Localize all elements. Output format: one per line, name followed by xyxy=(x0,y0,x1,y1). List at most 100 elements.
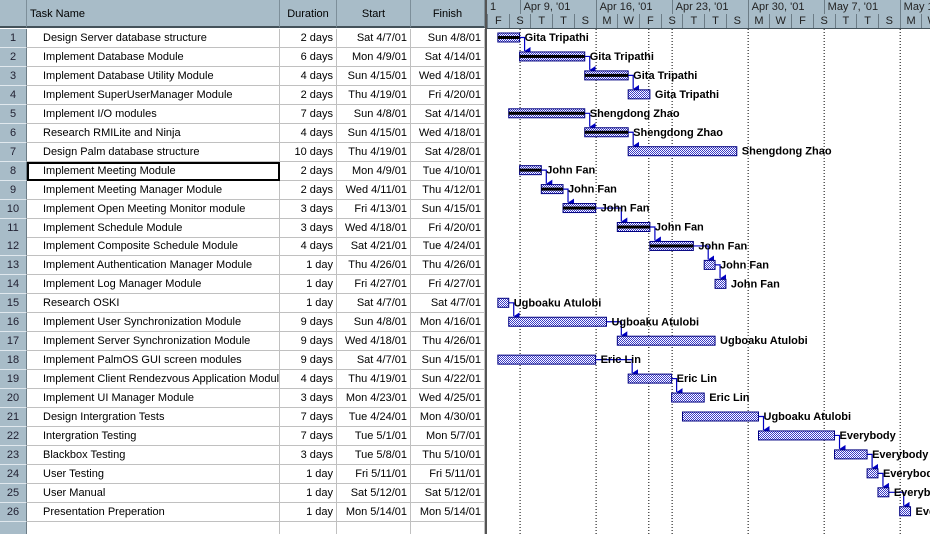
row-number[interactable]: 25 xyxy=(0,483,27,503)
column-header-duration[interactable]: Duration xyxy=(280,0,337,28)
finish-cell[interactable]: Sun 4/15/01 xyxy=(411,199,485,219)
duration-cell[interactable]: 9 days xyxy=(280,351,337,371)
split-bar[interactable] xyxy=(485,0,487,534)
finish-cell[interactable] xyxy=(411,521,485,534)
row-number[interactable]: 19 xyxy=(0,370,27,390)
task-name-cell[interactable]: User Testing xyxy=(27,464,280,484)
task-name-cell[interactable]: Research OSKI xyxy=(27,294,280,314)
row-number[interactable]: 24 xyxy=(0,464,27,484)
start-cell[interactable]: Thu 4/26/01 xyxy=(337,256,411,276)
task-name-cell[interactable]: Implement Meeting Manager Module xyxy=(27,180,280,200)
start-cell[interactable]: Tue 4/24/01 xyxy=(337,408,411,427)
start-cell[interactable]: Wed 4/18/01 xyxy=(337,332,411,352)
start-cell[interactable]: Fri 4/13/01 xyxy=(337,199,411,219)
task-name-cell[interactable]: Design Server database structure xyxy=(27,29,280,48)
finish-cell[interactable]: Tue 4/10/01 xyxy=(411,161,485,181)
finish-cell[interactable]: Tue 4/24/01 xyxy=(411,237,485,257)
finish-cell[interactable]: Mon 4/16/01 xyxy=(411,313,485,333)
row-number[interactable] xyxy=(0,521,27,534)
row-number[interactable]: 17 xyxy=(0,332,27,352)
start-cell[interactable]: Sat 4/7/01 xyxy=(337,294,411,314)
start-cell[interactable]: Wed 4/11/01 xyxy=(337,180,411,200)
start-cell[interactable]: Thu 4/19/01 xyxy=(337,85,411,105)
start-cell[interactable]: Mon 4/9/01 xyxy=(337,161,411,181)
finish-cell[interactable]: Sat 4/7/01 xyxy=(411,294,485,314)
start-cell[interactable]: Fri 4/27/01 xyxy=(337,275,411,295)
duration-cell[interactable]: 7 days xyxy=(280,426,337,446)
row-number[interactable]: 7 xyxy=(0,142,27,162)
finish-cell[interactable]: Sat 4/14/01 xyxy=(411,47,485,67)
start-cell[interactable]: Sun 4/8/01 xyxy=(337,313,411,333)
start-cell[interactable]: Fri 5/11/01 xyxy=(337,464,411,484)
row-number[interactable]: 12 xyxy=(0,237,27,257)
duration-cell[interactable]: 2 days xyxy=(280,180,337,200)
task-name-cell[interactable]: Implement I/O modules xyxy=(27,104,280,124)
row-number[interactable]: 21 xyxy=(0,408,27,427)
row-number[interactable]: 10 xyxy=(0,199,27,219)
row-number[interactable]: 6 xyxy=(0,123,27,143)
finish-cell[interactable]: Fri 4/20/01 xyxy=(411,218,485,238)
row-number[interactable]: 15 xyxy=(0,294,27,314)
task-name-cell[interactable]: Implement UI Manager Module xyxy=(27,389,280,409)
row-number[interactable]: 11 xyxy=(0,218,27,238)
finish-cell[interactable]: Wed 4/25/01 xyxy=(411,389,485,409)
finish-cell[interactable]: Mon 4/30/01 xyxy=(411,408,485,427)
duration-cell[interactable]: 7 days xyxy=(280,408,337,427)
duration-cell[interactable]: 9 days xyxy=(280,313,337,333)
task-name-cell[interactable]: Implement Database Utility Module xyxy=(27,66,280,86)
start-cell[interactable]: Tue 5/1/01 xyxy=(337,426,411,446)
start-cell[interactable]: Sun 4/15/01 xyxy=(337,66,411,86)
task-name-cell[interactable]: Implement Database Module xyxy=(27,47,280,67)
duration-cell[interactable]: 4 days xyxy=(280,66,337,86)
start-cell[interactable]: Thu 4/19/01 xyxy=(337,142,411,162)
finish-cell[interactable]: Thu 4/26/01 xyxy=(411,332,485,352)
task-name-cell[interactable]: Implement Meeting Module xyxy=(27,161,280,181)
start-cell[interactable]: Mon 4/23/01 xyxy=(337,389,411,409)
duration-cell[interactable]: 10 days xyxy=(280,142,337,162)
start-cell[interactable]: Thu 4/19/01 xyxy=(337,370,411,390)
start-cell[interactable]: Mon 5/14/01 xyxy=(337,502,411,522)
finish-cell[interactable]: Sun 4/15/01 xyxy=(411,351,485,371)
task-name-cell[interactable]: Intergration Testing xyxy=(27,426,280,446)
finish-cell[interactable]: Fri 5/11/01 xyxy=(411,464,485,484)
task-name-cell[interactable]: Implement Client Rendezvous Application … xyxy=(27,370,280,390)
duration-cell[interactable]: 2 days xyxy=(280,29,337,48)
start-cell[interactable]: Tue 5/8/01 xyxy=(337,445,411,465)
task-name-cell[interactable]: Presentation Preperation xyxy=(27,502,280,522)
duration-cell[interactable]: 9 days xyxy=(280,332,337,352)
row-number[interactable]: 2 xyxy=(0,47,27,67)
finish-cell[interactable]: Sat 4/14/01 xyxy=(411,104,485,124)
finish-cell[interactable]: Thu 4/26/01 xyxy=(411,256,485,276)
duration-cell[interactable]: 1 day xyxy=(280,275,337,295)
task-name-cell[interactable]: Implement Server Synchronization Module xyxy=(27,332,280,352)
start-cell[interactable]: Sat 4/7/01 xyxy=(337,29,411,48)
duration-cell[interactable]: 3 days xyxy=(280,199,337,219)
finish-cell[interactable]: Thu 4/12/01 xyxy=(411,180,485,200)
finish-cell[interactable]: Sat 5/12/01 xyxy=(411,483,485,503)
column-header-finish[interactable]: Finish xyxy=(411,0,485,28)
duration-cell[interactable]: 1 day xyxy=(280,464,337,484)
task-name-cell[interactable]: User Manual xyxy=(27,483,280,503)
finish-cell[interactable]: Sat 4/28/01 xyxy=(411,142,485,162)
duration-cell[interactable]: 2 days xyxy=(280,85,337,105)
finish-cell[interactable]: Fri 4/20/01 xyxy=(411,85,485,105)
task-name-cell[interactable]: Design Intergration Tests xyxy=(27,408,280,427)
row-number[interactable]: 3 xyxy=(0,66,27,86)
start-cell[interactable]: Sat 5/12/01 xyxy=(337,483,411,503)
task-name-cell[interactable] xyxy=(27,521,280,534)
row-number[interactable]: 22 xyxy=(0,426,27,446)
row-number[interactable]: 13 xyxy=(0,256,27,276)
row-number[interactable]: 16 xyxy=(0,313,27,333)
start-cell[interactable]: Sat 4/7/01 xyxy=(337,351,411,371)
task-name-cell[interactable]: Research RMILite and Ninja xyxy=(27,123,280,143)
duration-cell[interactable]: 3 days xyxy=(280,445,337,465)
task-name-cell[interactable]: Design Palm database structure xyxy=(27,142,280,162)
row-number[interactable]: 26 xyxy=(0,502,27,522)
row-number[interactable]: 14 xyxy=(0,275,27,295)
start-cell[interactable]: Sun 4/8/01 xyxy=(337,104,411,124)
duration-cell[interactable] xyxy=(280,521,337,534)
task-name-cell[interactable]: Implement Log Manager Module xyxy=(27,275,280,295)
finish-cell[interactable]: Sun 4/22/01 xyxy=(411,370,485,390)
start-cell[interactable] xyxy=(337,521,411,534)
finish-cell[interactable]: Thu 5/10/01 xyxy=(411,445,485,465)
